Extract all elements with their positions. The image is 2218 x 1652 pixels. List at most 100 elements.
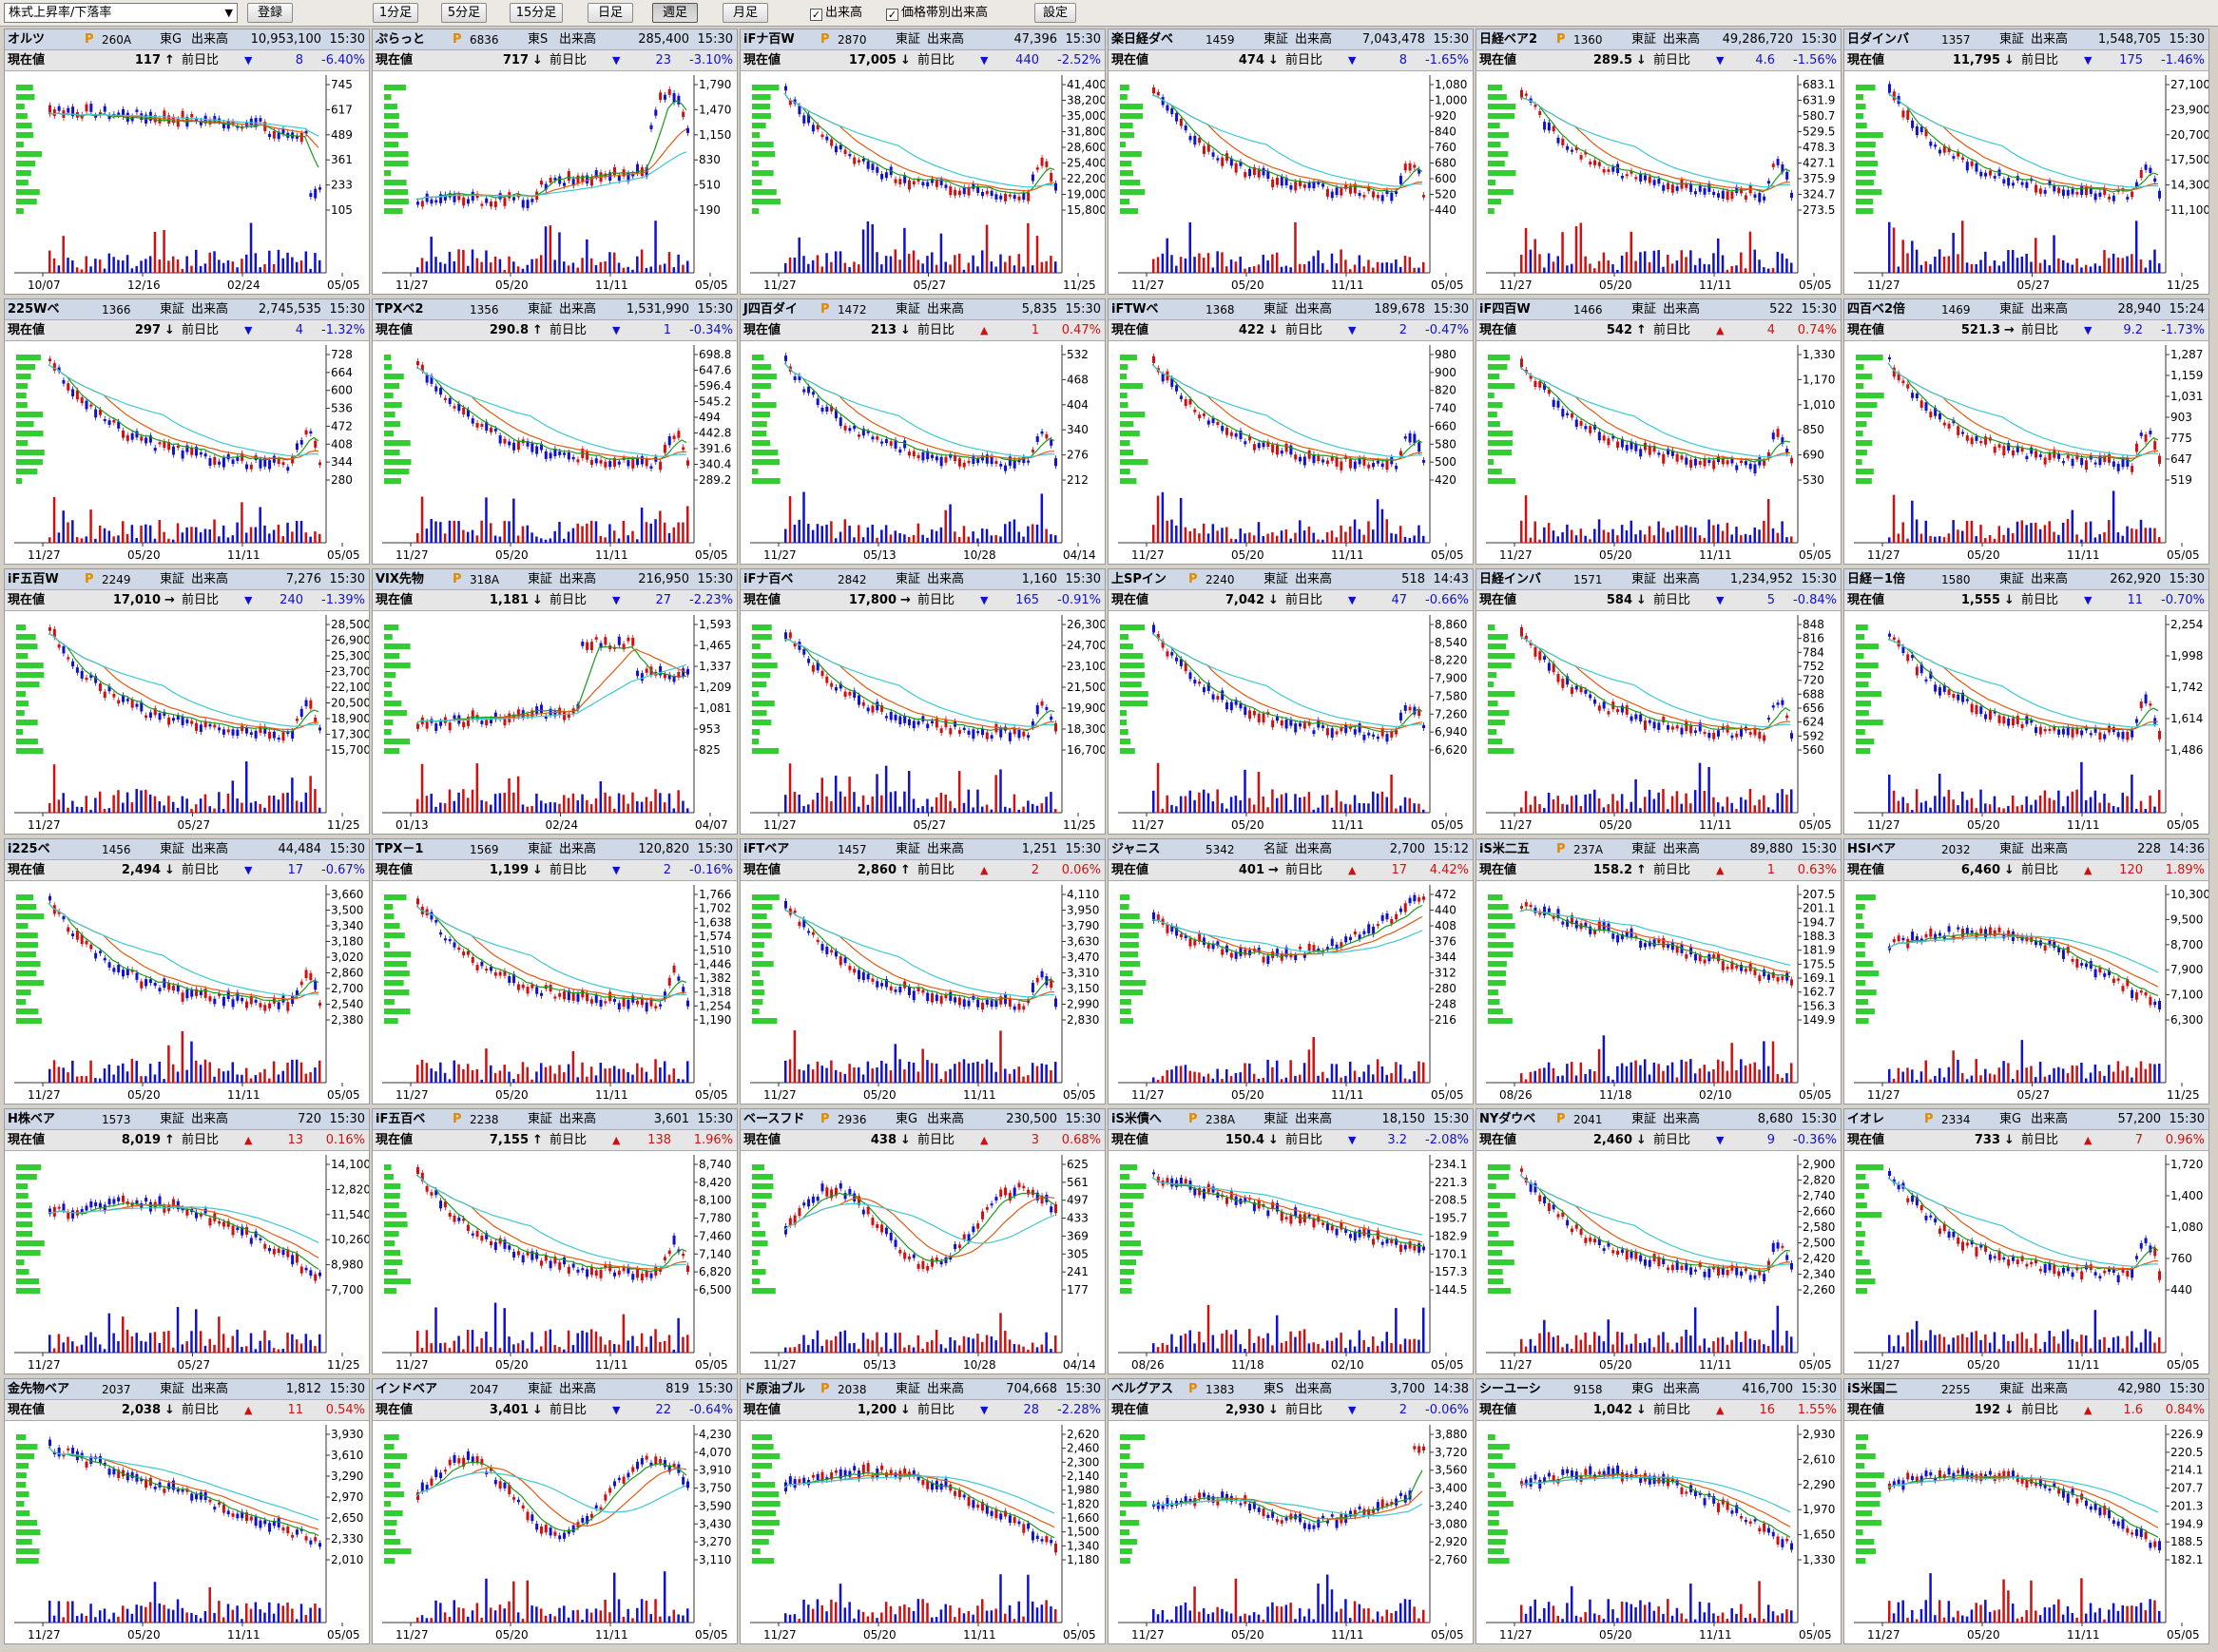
candlestick xyxy=(686,127,689,133)
volume-bar xyxy=(894,1044,897,1083)
y-tick-label: 580.7 xyxy=(1803,109,1835,123)
volume-bar xyxy=(1901,522,1904,543)
volume-bar xyxy=(526,806,530,813)
price-volume-bar xyxy=(16,624,27,630)
volume-bar xyxy=(167,1045,170,1083)
chart-panel[interactable]: i225ベ 1456 東証 出来高 44,484 15:30 現在値 2,494 ↓ 前日比 ▼ 17… xyxy=(4,838,370,1105)
candlestick xyxy=(1602,169,1606,173)
chart-panel[interactable]: TPX－1 1569 東証 出来高 120,820 15:30 現在値 1,199 ↓ 前日比 ▼ 2… xyxy=(372,838,738,1105)
candlestick xyxy=(1008,732,1012,741)
candlestick xyxy=(480,720,484,724)
chart-panel[interactable]: 楽日経ダベ 1459 東証 出来高 7,043,478 15:30 現在値 474 ↓ 前日比 ▼ 8… xyxy=(1108,29,1474,295)
candlestick xyxy=(208,996,212,1002)
chart-panel[interactable]: iFナ百ベ 2842 東証 出来高 1,160 15:30 現在値 17,800 → 前日比 ▼ 16… xyxy=(740,568,1106,835)
chart-panel[interactable]: iFTベア 1457 東証 出来高 1,251 15:30 現在値 2,860 ↑ 前日比 ▲ 2 0.… xyxy=(740,838,1106,1105)
candlestick xyxy=(1390,457,1394,465)
volume-checkbox[interactable]: ✓ 出来高 xyxy=(810,5,862,22)
candlestick xyxy=(208,458,212,466)
volume-bar xyxy=(884,1063,888,1083)
volume-bar xyxy=(1520,807,1523,813)
y-tick-label: 920 xyxy=(1435,109,1456,123)
volume-bar xyxy=(631,792,634,813)
volume-bar xyxy=(1648,526,1651,543)
volume-bar xyxy=(622,795,626,813)
weekly-button[interactable]: 週足 xyxy=(652,3,698,23)
candlestick xyxy=(1643,175,1647,181)
settings-button[interactable]: 設定 xyxy=(1034,3,1076,23)
volume-bar xyxy=(443,533,447,543)
volume-bar xyxy=(1957,805,1959,813)
monthly-button[interactable]: 月足 xyxy=(723,3,768,23)
ma-mid-line xyxy=(1887,92,2158,191)
volume-bar xyxy=(980,1064,984,1083)
1min-button[interactable]: 1分足 xyxy=(373,3,418,23)
x-tick-label: 05/05 xyxy=(1431,279,1464,292)
volume-bar xyxy=(71,1060,74,1083)
current-price: 542 xyxy=(1606,323,1632,337)
candlestick xyxy=(1970,437,1974,445)
candlestick xyxy=(286,731,290,735)
volume-bar xyxy=(957,536,961,543)
candlestick xyxy=(2131,466,2134,472)
price-volume-bar xyxy=(752,94,771,100)
ma-long-line xyxy=(783,92,1055,188)
change-percent: -0.67% xyxy=(321,863,365,877)
candlestick xyxy=(645,1002,648,1012)
candlestick xyxy=(85,677,88,681)
candlestick xyxy=(1584,151,1588,155)
candlestick xyxy=(218,727,222,731)
volume-bar xyxy=(926,537,929,543)
price-volume-checkbox[interactable]: ✓ 価格帯別出来高 xyxy=(886,5,988,22)
y-tick-label: 848 xyxy=(1803,618,1824,631)
volume-bar xyxy=(1193,257,1196,273)
volume-bar xyxy=(1225,527,1228,543)
chart-panel[interactable]: 四百ベ2倍 1469 東証 出来高 28,940 15:24 現在値 521.3 → 前日比 ▼ 9.… xyxy=(1843,298,2209,565)
register-button[interactable]: 登録 xyxy=(247,3,293,23)
daily-button[interactable]: 日足 xyxy=(588,3,633,23)
chart-panel[interactable]: 225Wベ 1366 東証 出来高 2,745,535 15:30 現在値 297 ↓ 前日比 ▼ 4… xyxy=(4,298,370,565)
price-volume-bar xyxy=(1120,431,1140,436)
candlestick xyxy=(241,997,244,1002)
chart-panel[interactable]: J四百ダイ P 1472 東証 出来高 5,835 15:30 現在値 213 ↓ 前日比 ▲ 1 0.4… xyxy=(740,298,1106,565)
candlestick xyxy=(1693,458,1697,466)
candlestick xyxy=(530,443,534,452)
chart-panel[interactable]: iFナ百W P 2870 東証 出来高 47,396 15:30 現在値 17,005 ↓ 前日比 ▼… xyxy=(740,29,1106,295)
candlestick xyxy=(1763,196,1766,201)
update-time: 15:30 xyxy=(329,302,365,317)
update-time: 15:30 xyxy=(1801,302,1837,317)
15min-button[interactable]: 15分足 xyxy=(510,3,563,23)
candlestick xyxy=(2080,185,2084,196)
chart-panel[interactable]: オルツ P 260A 東G 出来高 10,953,100 15:30 現在値 117 ↑ 前日比 ▼ 8… xyxy=(4,29,370,295)
candlestick xyxy=(1344,183,1348,189)
chart-panel[interactable]: TPXベ2 1356 東証 出来高 1,531,990 15:30 現在値 290.8 ↑ 前日比… xyxy=(372,298,738,565)
price-volume-bar xyxy=(1120,355,1137,360)
volume-bar xyxy=(962,1059,966,1083)
chart-panel[interactable]: ぷらっと P 6836 東S 出来高 285,400 15:30 現在値 717 ↓ 前日比 ▼ 23-… xyxy=(372,29,738,295)
5min-button[interactable]: 5分足 xyxy=(441,3,487,23)
candlestick xyxy=(57,367,61,372)
candlestick xyxy=(176,715,180,720)
chart-panel[interactable]: 日ダインバ 1357 東証 出来高 1,548,705 15:30 現在値 11,795 ↓ 前日… xyxy=(1843,29,2209,295)
candlestick xyxy=(1957,151,1960,157)
chart-panel[interactable]: 上SPイン P 2240 東証 出来高 518 14:43 現在値 7,042 ↓ 前日比 ▼ 47 -0… xyxy=(1108,568,1474,835)
volume-bar xyxy=(1685,525,1688,543)
chart-panel[interactable]: iF四百W 1466 東証 出来高 522 15:30 現在値 542 ↑ 前日比 ▲ 4 0.74% 1… xyxy=(1475,298,1842,565)
volume-bar xyxy=(268,533,271,543)
chart-panel[interactable]: 日経－1倍 1580 東証 出来高 262,920 15:30 現在値 1,555 ↓ 前日比 ▼ 1… xyxy=(1843,568,2209,835)
chart-panel[interactable]: VIX先物 P 318A 東証 出来高 216,950 15:30 現在値 1,181 ↓ 前日比 ▼… xyxy=(372,568,738,835)
chart-panel[interactable]: iFTWベ 1368 東証 出来高 189,678 15:30 現在値 422 ↓ 前日比 ▼ 2 -0… xyxy=(1108,298,1474,565)
candlestick xyxy=(912,451,916,457)
y-tick-label: 7,900 xyxy=(1435,672,1467,685)
candlestick xyxy=(972,183,975,189)
volume-bar xyxy=(1252,804,1256,813)
x-tick-label: 11/25 xyxy=(1063,818,1096,832)
volume-bar xyxy=(1248,267,1251,273)
candlestick xyxy=(1390,192,1394,202)
chart-panel[interactable]: 日経ベア2 P 1360 東証 出来高 49,286,720 15:30 現在値 289.5 ↓ 前… xyxy=(1475,29,1842,295)
candlestick xyxy=(848,154,852,157)
ranking-select[interactable]: 株式上昇率/下落率 ▼ xyxy=(4,3,238,23)
volume-bar xyxy=(1372,791,1375,813)
y-tick-label: 15,700 xyxy=(331,743,370,757)
chart-panel[interactable]: 日経インバ 1571 東証 出来高 1,234,952 15:30 現在値 584 ↓ 前日比 ▼ 5… xyxy=(1475,568,1842,835)
chart-panel[interactable]: iF五百W P 2249 東証 出来高 7,276 15:30 現在値 17,010 → 前日比 ▼ 2… xyxy=(4,568,370,835)
